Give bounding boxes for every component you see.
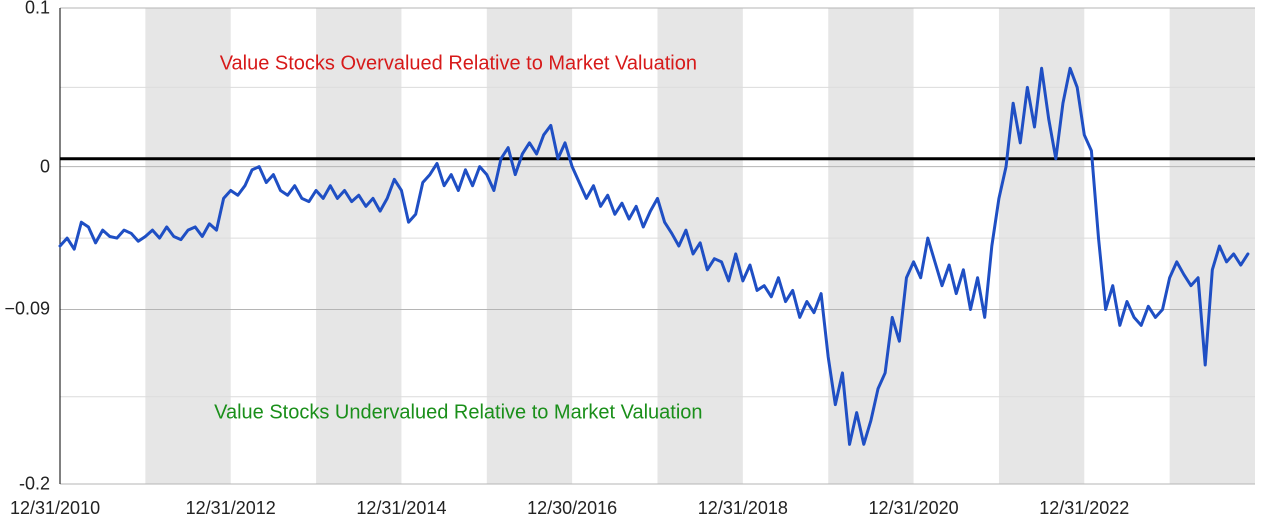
x-tick-label: 12/31/2022 xyxy=(1039,498,1129,519)
valuation-chart: 0.1 0 −0.09 -0.2 12/31/2010 12/31/2012 12/31/2… xyxy=(0,0,1266,519)
x-tick-label: 12/31/2012 xyxy=(186,498,276,519)
recession-band xyxy=(1170,8,1255,484)
y-tick-label: -0.2 xyxy=(0,474,50,495)
x-tick-label: 12/31/2018 xyxy=(698,498,788,519)
x-tick-label: 12/31/2020 xyxy=(869,498,959,519)
x-tick-label: 12/31/2010 xyxy=(10,498,100,519)
recession-band xyxy=(828,8,913,484)
x-tick-label: 12/30/2016 xyxy=(527,498,617,519)
undervalued-annotation: Value Stocks Undervalued Relative to Mar… xyxy=(214,401,702,424)
overvalued-annotation: Value Stocks Overvalued Relative to Mark… xyxy=(220,52,697,75)
y-tick-label: 0 xyxy=(0,156,50,177)
x-tick-label: 12/31/2014 xyxy=(356,498,446,519)
y-tick-label: −0.09 xyxy=(0,299,50,320)
y-tick-label: 0.1 xyxy=(0,0,50,19)
